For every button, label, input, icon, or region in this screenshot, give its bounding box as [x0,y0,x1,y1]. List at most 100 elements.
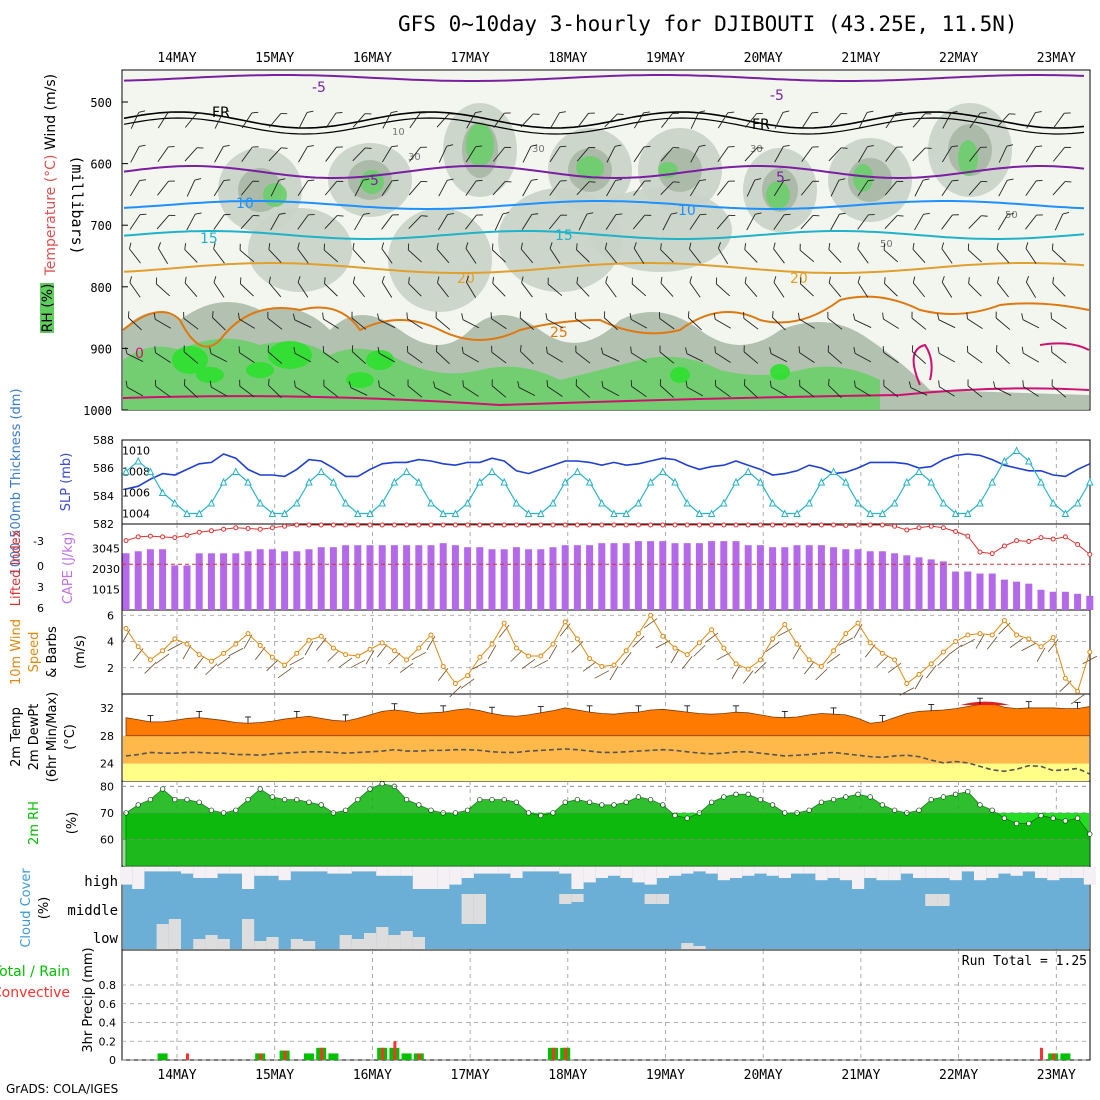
cape-bar [708,541,716,610]
wind-speed-point [306,637,312,643]
wind-barb [658,312,675,330]
wind-speed-point [562,619,568,625]
cape-bar [573,545,581,610]
precip-tick-label: 0.8 [99,979,117,992]
wind-barb [717,180,735,196]
cape-bar [769,547,777,610]
wind-barb [857,242,869,264]
wind-barb [967,379,983,398]
rh-region [263,183,287,207]
wind-barb [687,311,702,331]
wind-barb [997,213,1015,231]
wind-barb-shaft [743,351,759,364]
high-cloud-bar [412,867,425,889]
cape-bar [964,571,972,610]
wind-barb [130,144,146,163]
slp-point [1037,477,1045,486]
high-cloud-bar [278,867,291,881]
slp-point [512,498,521,507]
lifted-index-point [282,523,288,529]
wind-barb-flag [223,144,230,147]
wind-speed-point [648,612,654,618]
date-label-bottom: 22MAY [939,1068,978,1083]
cape-bar [134,551,142,610]
isotherm-20 [123,262,1085,274]
date-label-bottom: 18MAY [548,1068,587,1083]
slp-point [719,498,728,507]
rh-point [733,791,739,797]
wind-barb [520,113,540,128]
wind-barb-shaft [186,179,196,197]
slp-point [793,509,801,517]
pressure-tick-label: 800 [90,281,112,295]
wind-barb-flag [769,347,772,354]
wind-barb [689,213,707,230]
wind-speed-point [135,644,141,650]
wind-barb-shaft [436,351,450,365]
wind-barb [605,276,617,298]
lifted-index-point [1026,538,1032,544]
precip-total-bar [401,1053,412,1060]
wind-barb-shaft [884,181,898,196]
wind-barb-flag [461,346,464,354]
high-cloud-bar [559,867,572,874]
wind-barb [744,113,764,128]
surface-wind-barb-shaft [1021,642,1037,651]
wind-barb-shaft [1052,181,1066,196]
surface-wind-barb-shaft [266,659,279,672]
wind-barb-shaft [715,352,731,363]
wind-barb [858,145,874,163]
rh-point [965,788,971,795]
low-cloud-bar [205,935,218,949]
low-cloud-bar [388,935,401,949]
wind-barb [828,378,842,399]
high-cloud-bar [730,867,743,878]
lifted-index-point [513,522,519,528]
wind-barb [942,110,958,129]
high-cloud-bar [498,867,511,874]
wind-barb-flag [699,213,707,216]
lifted-index-point [635,522,641,528]
rh-point [501,796,507,803]
precip-convective-bar [381,1047,385,1060]
wind-barb [184,113,204,128]
wind-barb-flag [560,180,567,182]
wind-barb-shaft [631,352,647,363]
surface-wind-barb [1047,639,1059,653]
wind-barb-shaft [744,282,758,297]
surface-wind-barb-shaft [1082,655,1098,665]
lifted-index-point [1062,534,1068,540]
wind-barb-shaft [465,146,477,163]
wind-barb-flag [446,144,454,147]
wind-barb-shaft [156,283,170,297]
surface-wind-barb-shaft [411,651,427,661]
wind-barb-shaft [546,319,564,329]
slp-point [890,498,899,507]
wind-barb-flag [306,110,314,113]
slp-point [500,477,509,486]
wind-barb [381,145,399,163]
cape-bar [378,545,386,610]
wind-barb [522,178,538,197]
wind-barb-shaft [465,248,477,264]
wind-barb-flag [194,178,202,181]
surface-wind-barb [472,661,488,670]
high-cloud-bar [1022,867,1035,872]
high-cloud-bar [425,867,438,889]
high-cloud-bar [888,867,901,881]
slp-point [634,498,643,507]
wind-barb-shaft [828,282,842,298]
wind-barb-shaft [857,214,869,230]
wind-barb-shaft [606,180,616,197]
wind-barb-shaft [998,146,1008,163]
wind-barb [689,276,701,298]
slp-point [780,509,789,517]
wind-barb-flag [867,145,874,148]
ylabel-rh-pct: (%) [65,812,80,835]
wind-barb-flag [911,345,914,352]
wind-barb [520,242,534,264]
wind-barb [575,345,591,364]
lifted-index-point [440,522,446,528]
wind-barb-shaft [968,249,982,263]
wind-barb-flag [491,345,493,353]
